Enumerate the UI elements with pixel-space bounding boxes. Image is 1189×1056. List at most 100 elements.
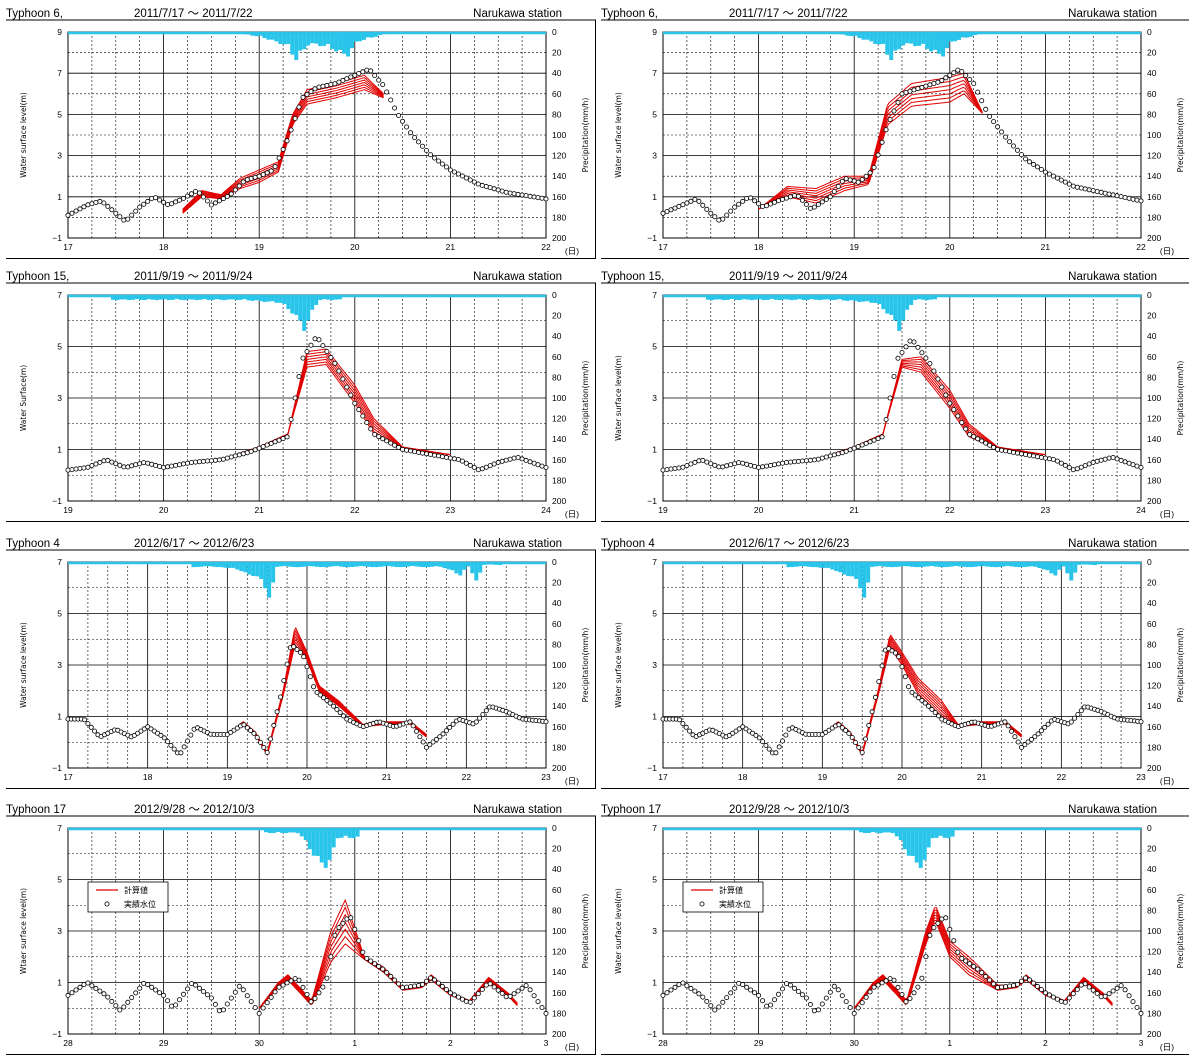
obs-point — [543, 1010, 549, 1016]
calc-series-line — [815, 362, 1046, 461]
calc-series-line — [815, 363, 1046, 461]
y2-tick-label: 0 — [1147, 557, 1152, 567]
precip-bar — [315, 828, 320, 856]
obs-point — [971, 81, 977, 87]
obs-point — [467, 177, 473, 183]
obs-point — [304, 349, 310, 355]
obs-point — [280, 982, 286, 988]
obs-point — [236, 983, 242, 989]
legend-obs-label: 実績水位 — [124, 899, 156, 909]
precip-bar — [833, 295, 838, 300]
obs-point — [372, 73, 378, 79]
precip-bar — [929, 295, 934, 300]
precip-bar — [369, 32, 374, 38]
x-tick-label: 19 — [63, 505, 73, 515]
obs-point — [69, 210, 75, 216]
obs-point — [660, 467, 666, 473]
obs-group — [660, 338, 1144, 473]
x-unit-label: (日) — [1160, 509, 1174, 519]
obs-point — [712, 1007, 718, 1013]
obs-point — [308, 89, 314, 95]
x-tick-label: 28 — [63, 1038, 73, 1048]
precip-bar — [202, 295, 207, 300]
obs-point — [236, 452, 242, 458]
obs-point — [256, 173, 262, 179]
obs-point — [260, 444, 266, 450]
precip-bar — [322, 32, 327, 46]
obs-point — [192, 459, 198, 465]
obs-point — [384, 438, 390, 444]
calc-group — [220, 348, 451, 461]
obs-point — [380, 436, 386, 442]
precip-bar — [961, 562, 966, 567]
obs-point — [499, 188, 505, 194]
y2-tick-label: 200 — [552, 496, 566, 506]
obs-point — [312, 995, 318, 1001]
obs-point — [523, 983, 529, 989]
y2-tick-label: 140 — [552, 701, 566, 711]
obs-point — [1054, 175, 1060, 181]
x-unit-label: (日) — [1160, 776, 1174, 786]
chart-panel-p4: Typhoon 15, 2011/9/19 ～ 2011/9/24 Narukawa… — [601, 267, 1189, 522]
obs-point — [85, 721, 91, 727]
precip-bar — [818, 562, 823, 568]
precip-bar — [881, 32, 886, 44]
obs-point — [829, 725, 835, 731]
obs-point — [987, 977, 993, 983]
obs-point — [688, 985, 694, 991]
x-unit-label: (日) — [565, 776, 579, 786]
obs-point — [692, 988, 698, 994]
precip-bar — [227, 562, 232, 568]
obs-point — [895, 355, 901, 361]
chart-panel-p2: Typhoon 6, 2011/7/17 ～ 2011/7/22 Narukawa … — [601, 4, 1189, 259]
obs-point — [827, 194, 833, 200]
obs-point — [1074, 184, 1080, 190]
obs-point — [137, 461, 143, 467]
precip-bar — [1033, 562, 1038, 567]
precip-bar — [434, 562, 439, 567]
y2-tick-label: 100 — [552, 660, 566, 670]
obs-point — [1018, 744, 1024, 750]
obs-point — [931, 925, 937, 931]
obs-point — [372, 431, 378, 437]
obs-point — [1134, 1004, 1140, 1010]
precip-bar — [893, 295, 898, 321]
precip-bar — [976, 32, 981, 35]
precip-bar — [810, 562, 815, 568]
y2-tick-label: 20 — [1147, 578, 1157, 588]
precip-bar — [346, 32, 351, 57]
obs-point — [169, 463, 175, 469]
precip-bar — [821, 32, 826, 35]
y2-tick-label: 80 — [1147, 109, 1157, 119]
precip-bar — [801, 32, 806, 34]
obs-point — [915, 984, 921, 990]
obs-point — [764, 203, 770, 209]
obs-point — [979, 970, 985, 976]
obs-point — [852, 739, 858, 745]
obs-point — [720, 216, 726, 222]
obs-point — [314, 689, 320, 695]
obs-point — [507, 190, 513, 196]
obs-point — [911, 339, 917, 345]
legend-box — [87, 881, 169, 913]
x-tick-label: 29 — [754, 1038, 764, 1048]
x-tick-label: 21 — [382, 772, 392, 782]
precip-bar — [858, 828, 863, 833]
precip-bar — [849, 32, 854, 37]
y-tick-label: 3 — [57, 393, 62, 403]
precip-bar — [270, 295, 275, 302]
precip-bar — [234, 295, 239, 301]
obs-point — [831, 452, 837, 458]
x-tick-label: 24 — [1136, 505, 1146, 515]
precip-bar — [861, 295, 866, 302]
obs-point — [1090, 987, 1096, 993]
obs-point — [1086, 187, 1092, 193]
precip-bar — [749, 295, 754, 301]
obs-point — [720, 999, 726, 1005]
obs-point — [895, 984, 901, 990]
obs-point — [523, 193, 529, 199]
obs-point — [408, 130, 414, 136]
precip-bar — [909, 295, 914, 305]
precip-bar — [239, 562, 244, 572]
precip-bar — [374, 562, 379, 568]
